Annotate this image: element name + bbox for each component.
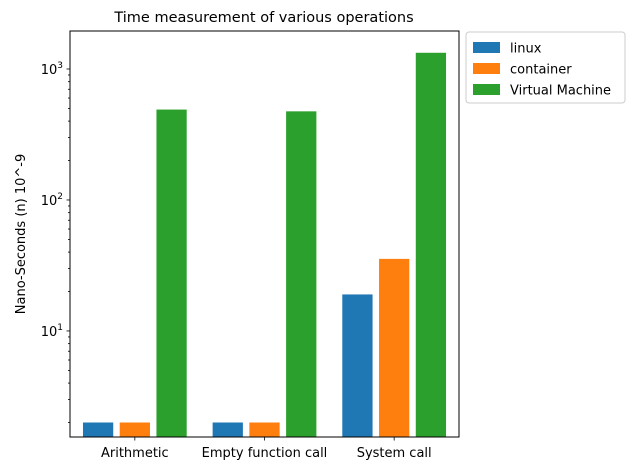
bar-virtual-machine-0	[156, 109, 187, 437]
y-axis: 101 102 103	[41, 61, 70, 423]
bar-container-1	[249, 422, 280, 437]
bar-linux-0	[82, 422, 114, 437]
legend-swatch-0	[473, 42, 500, 53]
x-tick-label: System call	[357, 446, 432, 461]
bar-linux-1	[212, 422, 243, 437]
y-tick-label: 101	[41, 323, 63, 340]
legend-swatch-2	[473, 84, 500, 95]
bars-layer	[82, 52, 447, 438]
legend-frame	[465, 31, 626, 104]
legend: linux container Virtual Machine	[465, 31, 626, 104]
legend-label-0: linux	[510, 42, 542, 57]
bar-container-0	[119, 422, 150, 437]
legend-label-2: Virtual Machine	[510, 84, 611, 99]
y-tick-label: 102	[41, 192, 63, 209]
x-tick-label: Empty function call	[202, 446, 328, 461]
legend-label-1: container	[510, 63, 572, 78]
bar-virtual-machine-2	[415, 52, 447, 438]
bar-virtual-machine-1	[286, 111, 317, 437]
x-tick-label: Arithmetic	[101, 446, 169, 461]
bar-container-2	[379, 258, 410, 437]
bar-linux-2	[342, 294, 373, 437]
x-axis: Arithmetic Empty function call System call	[101, 437, 432, 461]
y-tick-label: 103	[41, 61, 63, 78]
y-axis-label: Nano-Seconds (n) 10^-9	[14, 154, 29, 314]
chart-title: Time measurement of various operations	[113, 10, 413, 26]
legend-swatch-1	[473, 63, 500, 74]
